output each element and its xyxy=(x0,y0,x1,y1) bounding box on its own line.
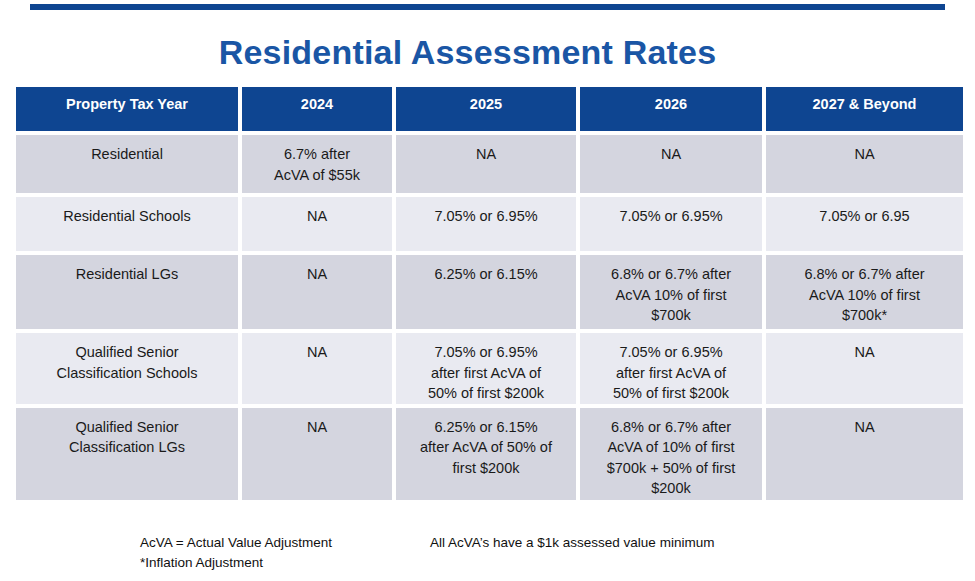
column-header-2026: 2026 xyxy=(580,87,762,131)
assessment-rates-table-container: Property Tax Year 2024 2025 2026 2027 & … xyxy=(12,83,967,504)
table-cell: 7.05% or 6.95% after first AcVA of 50% o… xyxy=(396,333,576,404)
table-cell: 7.05% or 6.95% after first AcVA of 50% o… xyxy=(580,333,762,404)
table-cell: Residential xyxy=(16,135,238,193)
column-header-2025: 2025 xyxy=(396,87,576,131)
table-row-qualified-senior-schools: Qualified Senior Classification Schools … xyxy=(16,333,963,404)
table-cell: NA xyxy=(396,135,576,193)
table-cell: 6.25% or 6.15% after AcVA of 50% of firs… xyxy=(396,408,576,500)
table-row-residential-schools: Residential Schools NA 7.05% or 6.95% 7.… xyxy=(16,197,963,251)
table-cell: NA xyxy=(242,197,392,251)
table-cell: Qualified Senior Classification Schools xyxy=(16,333,238,404)
table-cell: NA xyxy=(580,135,762,193)
table-cell: Residential Schools xyxy=(16,197,238,251)
slide: { "title": { "text": "Residential Assess… xyxy=(0,0,975,581)
table-cell: 7.05% or 6.95% xyxy=(580,197,762,251)
table-cell: 6.25% or 6.15% xyxy=(396,255,576,329)
assessment-rates-table: Property Tax Year 2024 2025 2026 2027 & … xyxy=(12,83,967,504)
table-cell: Qualified Senior Classification LGs xyxy=(16,408,238,500)
footnote-acva-definition: AcVA = Actual Value Adjustment xyxy=(140,533,332,553)
table-cell: NA xyxy=(242,333,392,404)
footnote-assessed-value-minimum: All AcVA’s have a $1k assessed value min… xyxy=(430,533,714,553)
table-row-qualified-senior-lgs: Qualified Senior Classification LGs NA 6… xyxy=(16,408,963,500)
table-cell: 6.7% after AcVA of $55k xyxy=(242,135,392,193)
table-cell: 6.8% or 6.7% after AcVA of 10% of first … xyxy=(580,408,762,500)
footnote-inflation-adjustment: *Inflation Adjustment xyxy=(140,553,332,573)
table-cell: NA xyxy=(766,408,963,500)
table-row-residential: Residential 6.7% after AcVA of $55k NA N… xyxy=(16,135,963,193)
table-header-row: Property Tax Year 2024 2025 2026 2027 & … xyxy=(16,87,963,131)
table-cell: 7.05% or 6.95% xyxy=(396,197,576,251)
footnote-left-block: AcVA = Actual Value Adjustment *Inflatio… xyxy=(140,533,332,574)
table-cell: NA xyxy=(242,255,392,329)
table-cell: 6.8% or 6.7% after AcVA 10% of first $70… xyxy=(766,255,963,329)
page-title: Residential Assessment Rates xyxy=(0,33,935,72)
table-cell: 6.8% or 6.7% after AcVA 10% of first $70… xyxy=(580,255,762,329)
table-cell: NA xyxy=(242,408,392,500)
table-cell: Residential LGs xyxy=(16,255,238,329)
column-header-2027-beyond: 2027 & Beyond xyxy=(766,87,963,131)
table-cell: 7.05% or 6.95 xyxy=(766,197,963,251)
column-header-property-tax-year: Property Tax Year xyxy=(16,87,238,131)
top-accent-bar xyxy=(30,4,945,10)
table-cell: NA xyxy=(766,333,963,404)
table-cell: NA xyxy=(766,135,963,193)
column-header-2024: 2024 xyxy=(242,87,392,131)
table-row-residential-lgs: Residential LGs NA 6.25% or 6.15% 6.8% o… xyxy=(16,255,963,329)
